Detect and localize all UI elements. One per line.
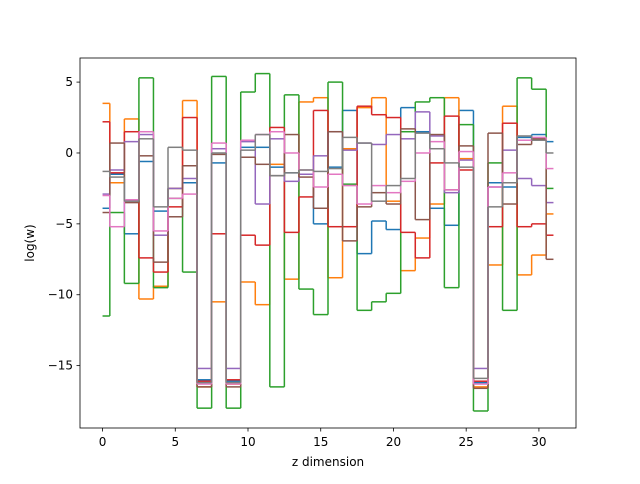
x-tick-label: 10 — [240, 435, 255, 449]
x-tick-label: 30 — [531, 435, 546, 449]
plot-frame — [79, 57, 577, 429]
y-tick-label: −15 — [48, 359, 73, 373]
x-axis-label: z dimension — [292, 455, 364, 469]
x-tick-label: 15 — [313, 435, 328, 449]
y-tick-label: 5 — [65, 75, 73, 89]
y-tick-label: 0 — [65, 146, 73, 160]
y-tick-label: −5 — [55, 217, 73, 231]
y-tick-label: −10 — [48, 288, 73, 302]
x-tick-label: 5 — [171, 435, 179, 449]
x-tick-label: 0 — [99, 435, 107, 449]
series — [102, 132, 554, 384]
x-tick-label: 25 — [459, 435, 474, 449]
y-axis-label: log(w) — [23, 224, 37, 261]
x-tick-label: 20 — [386, 435, 401, 449]
